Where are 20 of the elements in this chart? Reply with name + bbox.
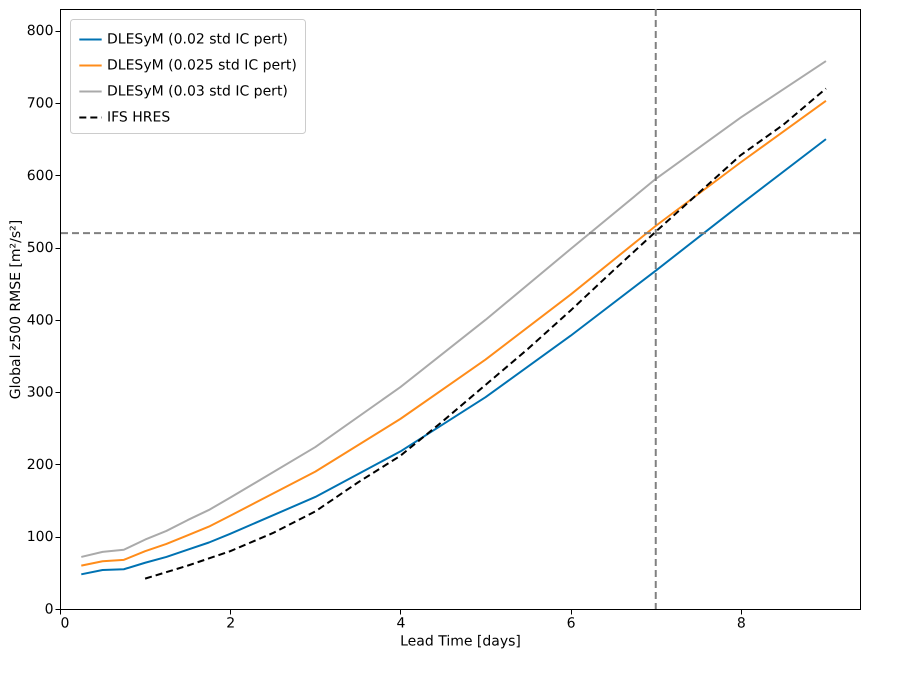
y-tick-label: 700	[26, 95, 54, 112]
x-tick-label: 2	[226, 616, 236, 632]
x-tick-label: 8	[736, 616, 746, 632]
y-tick-label: 600	[26, 168, 54, 184]
x-tick-label: 0	[60, 616, 70, 632]
y-tick-label: 300	[26, 384, 54, 401]
x-tick-label: 6	[566, 616, 576, 632]
x-tick-label: 4	[396, 616, 406, 632]
y-tick-label: 800	[26, 23, 54, 40]
y-tick-label: 500	[26, 240, 54, 256]
y-tick-label: 200	[26, 456, 54, 473]
legend-label: IFS HRES	[107, 110, 170, 126]
legend-label: DLESyM (0.025 std IC pert)	[107, 58, 297, 74]
y-tick-label: 0	[44, 602, 54, 618]
y-tick-label: 400	[26, 312, 54, 328]
y-axis-title: Global z500 RMSE [m²/s²]	[8, 220, 24, 400]
y-tick-label: 100	[26, 529, 54, 546]
x-axis-title: Lead Time [days]	[400, 634, 521, 650]
legend-label: DLESyM (0.03 std IC pert)	[107, 84, 288, 100]
legend-label: DLESyM (0.02 std IC pert)	[107, 32, 288, 48]
